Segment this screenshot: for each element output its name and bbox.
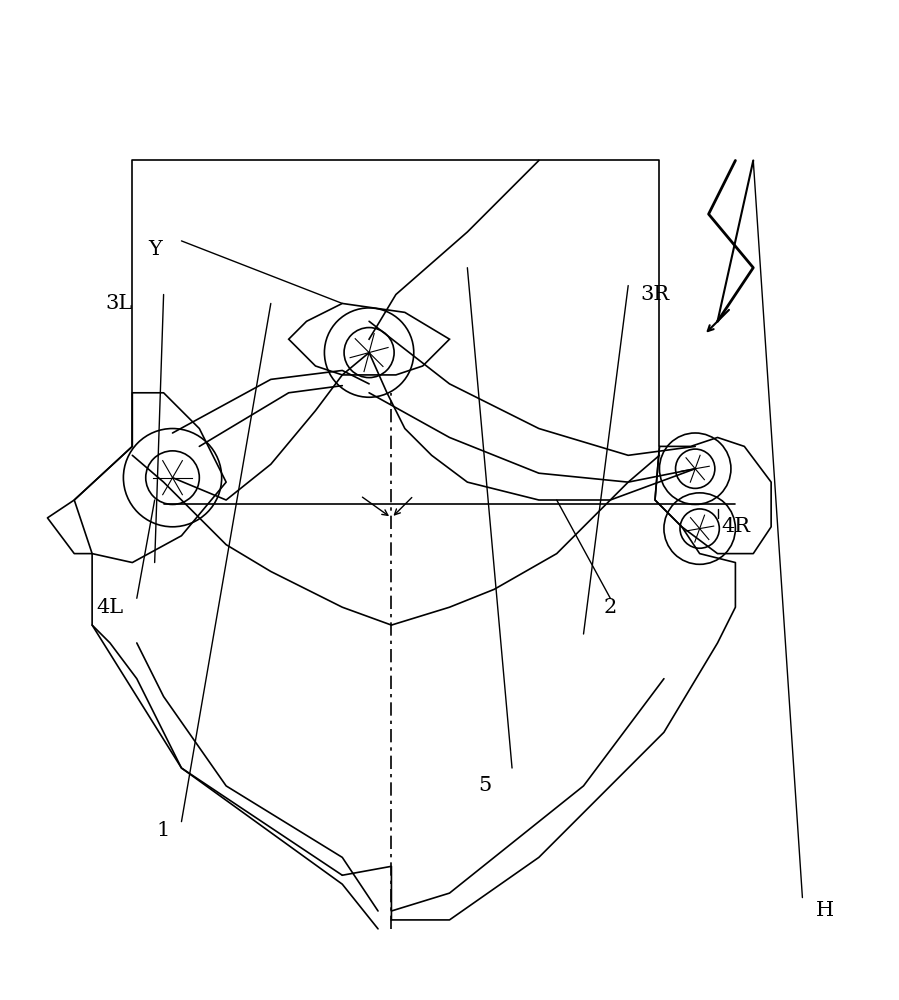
Text: 3R: 3R [640,285,670,304]
Text: 4L: 4L [96,598,123,617]
Text: 5: 5 [478,776,492,795]
Text: Y: Y [147,240,162,259]
Text: H: H [815,901,833,920]
Text: 1: 1 [157,821,170,840]
Text: 2: 2 [604,598,617,617]
Text: 4R: 4R [721,517,750,536]
Text: 3L: 3L [105,294,132,313]
